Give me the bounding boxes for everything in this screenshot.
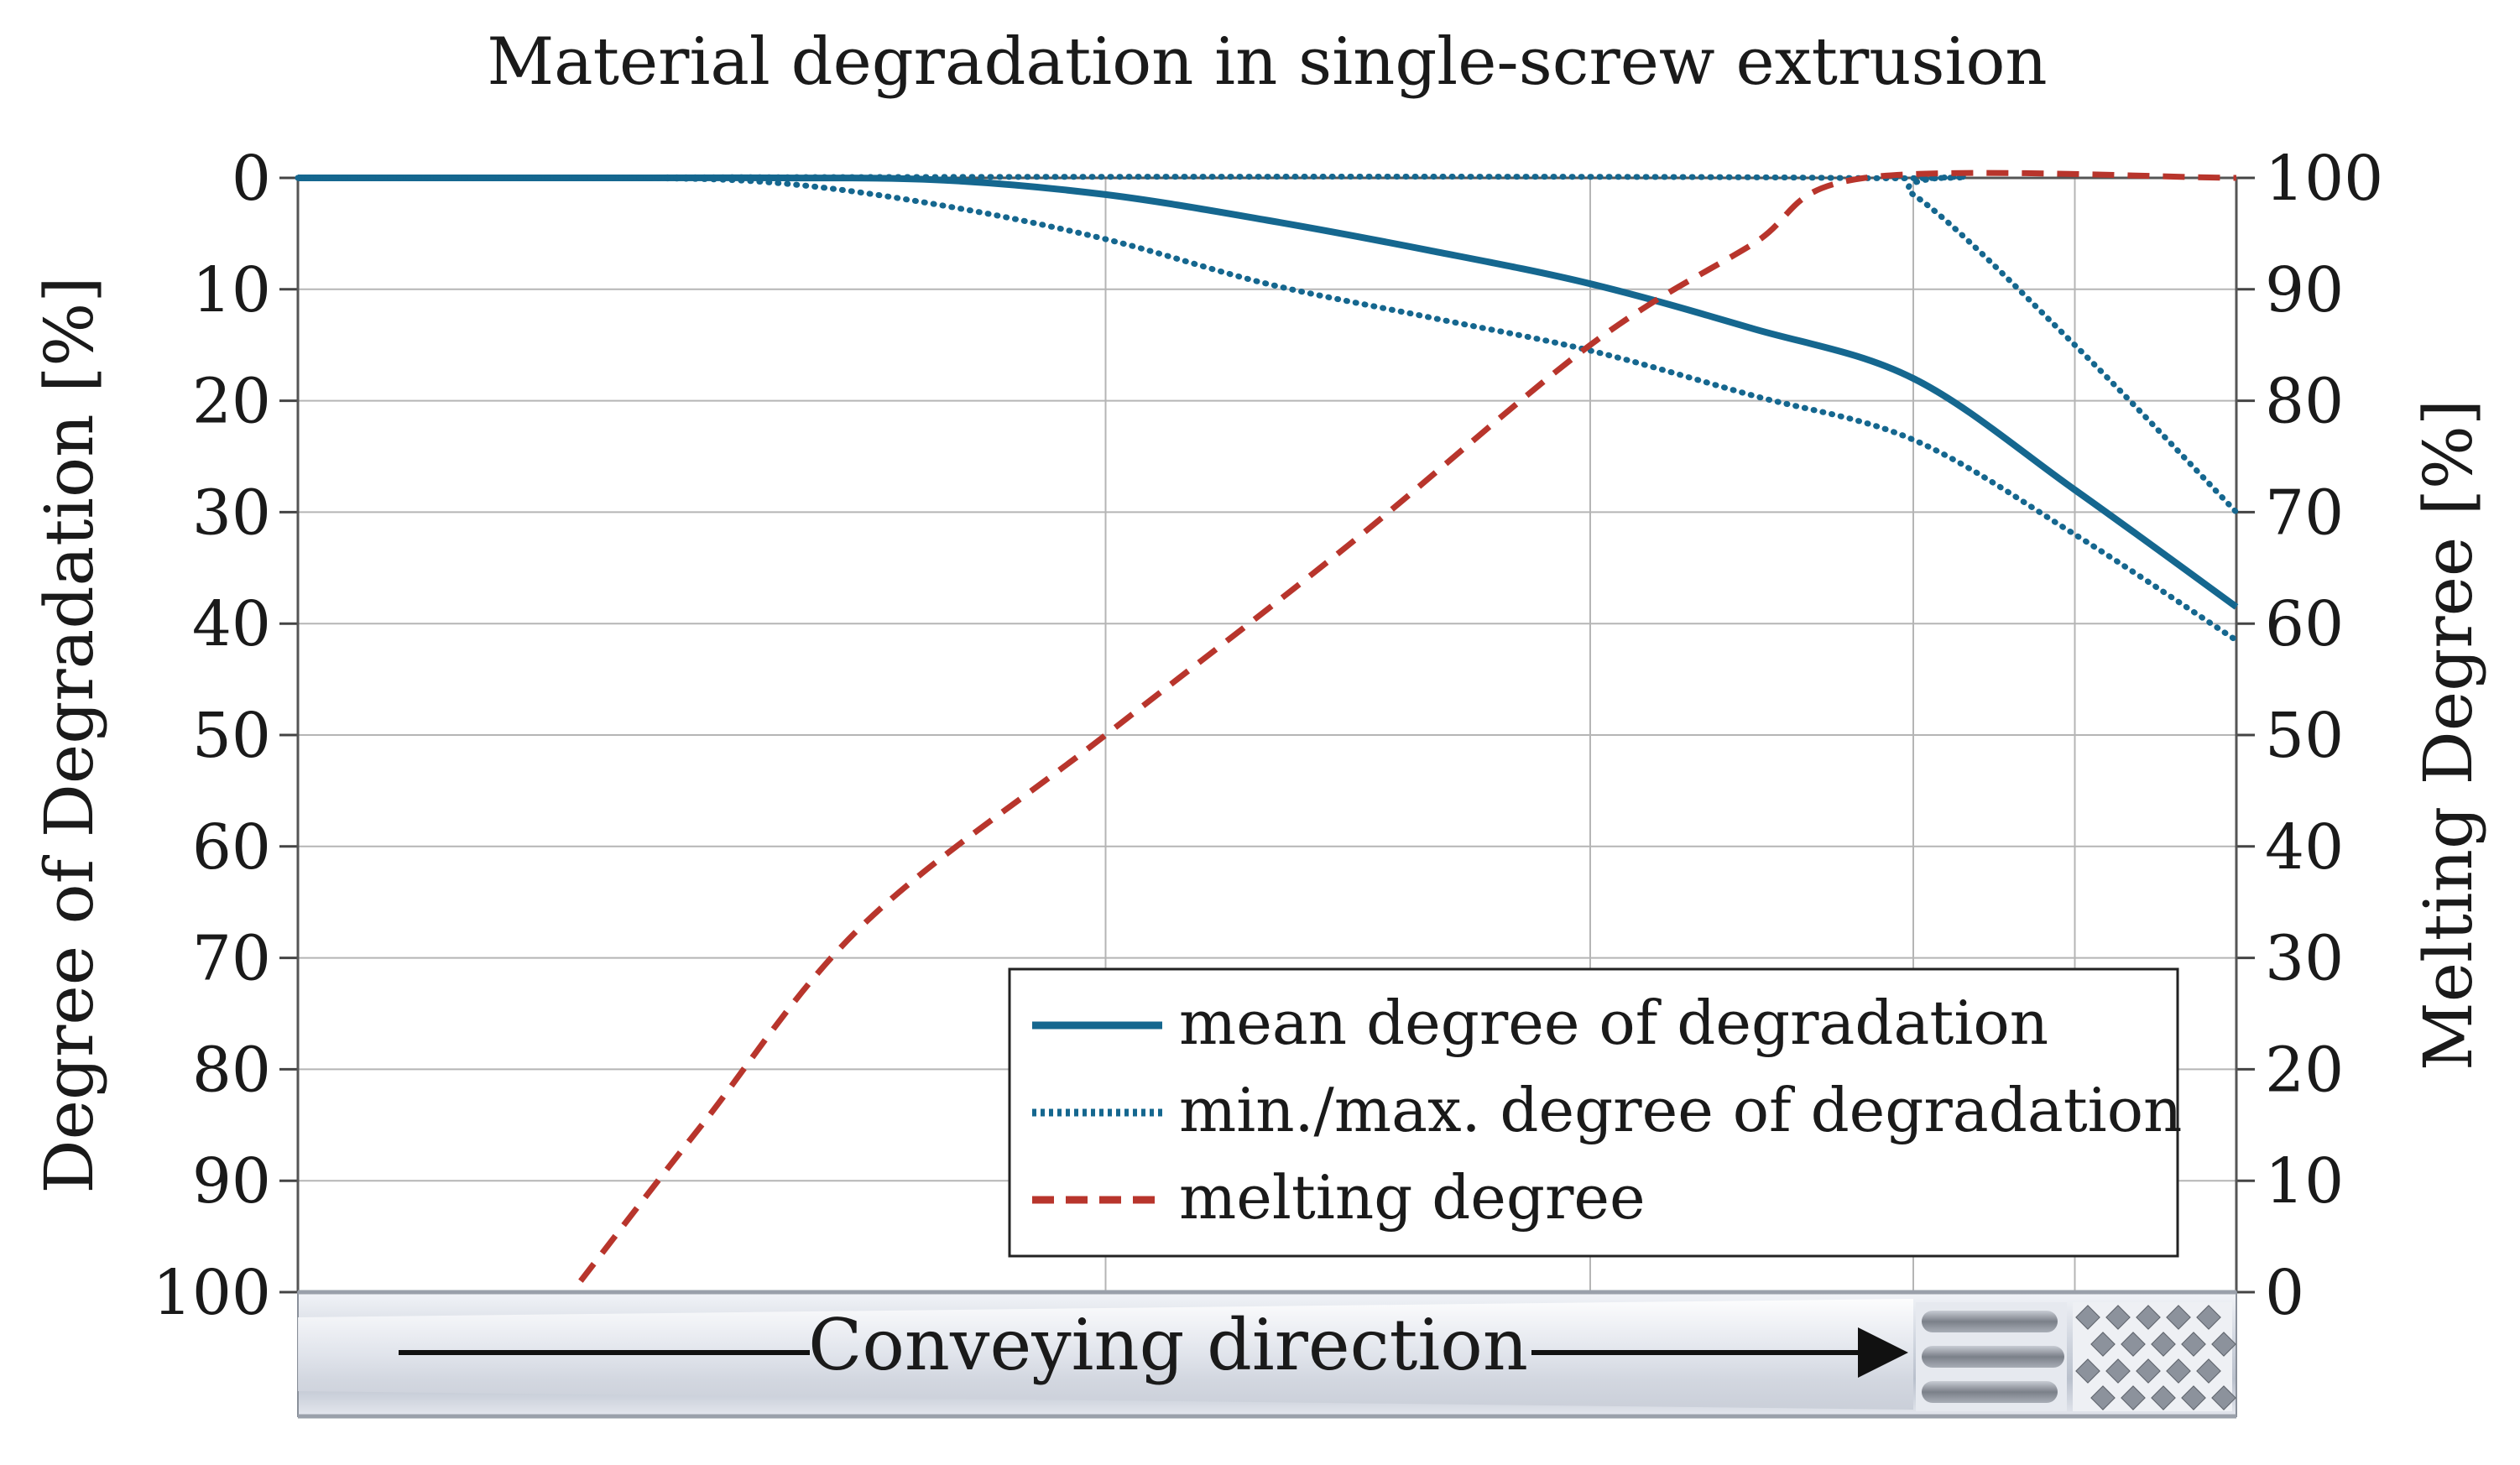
mixing-pin (2211, 1332, 2236, 1357)
mixing-pin (2090, 1332, 2116, 1357)
chart-title: Material degradation in single-screw ext… (487, 24, 2047, 100)
right-tick-label: 50 (2265, 700, 2344, 772)
left-tick-label: 40 (192, 588, 271, 660)
series-melting-line (578, 169, 2237, 1283)
legend-label-minmax: min./max. degree of degradation (1179, 1075, 2182, 1145)
left-ticks: 0 10 20 30 40 50 60 70 80 90 100 (153, 143, 298, 1329)
mixing-pin (2136, 1358, 2161, 1384)
right-tick-label: 100 (2265, 143, 2383, 215)
series-mean-line (298, 174, 2239, 610)
left-tick-label: 10 (192, 254, 271, 326)
legend: mean degree of degradation min./max. deg… (1008, 967, 2182, 1258)
legend-item-melting: melting degree (1032, 1162, 1646, 1233)
left-tick-label: 0 (232, 143, 271, 215)
mixing-pin (2196, 1305, 2221, 1330)
right-tick-label: 60 (2265, 588, 2344, 660)
right-tick-label: 30 (2265, 923, 2344, 995)
mixing-pin (2090, 1385, 2116, 1410)
screw-shaft (298, 1299, 1913, 1410)
right-tick-label: 10 (2265, 1145, 2344, 1217)
mixing-pin (2166, 1358, 2191, 1384)
right-tick-label: 0 (2265, 1257, 2304, 1329)
legend-label-melting: melting degree (1179, 1162, 1646, 1233)
mixing-pin (2151, 1332, 2176, 1357)
right-tick-label: 80 (2265, 366, 2344, 438)
mixing-pin (2136, 1305, 2161, 1330)
right-tick-label: 70 (2265, 477, 2344, 549)
left-tick-label: 80 (192, 1034, 271, 1106)
mixing-pin (2075, 1305, 2100, 1330)
mixing-pin (2121, 1385, 2146, 1410)
screw-illustration: Conveying direction (297, 1290, 2237, 1419)
series-lines (295, 169, 2240, 1283)
mixing-pin (2181, 1332, 2206, 1357)
left-tick-label: 100 (153, 1257, 271, 1329)
left-tick-label: 90 (192, 1145, 271, 1217)
mixing-pin (2166, 1305, 2191, 1330)
legend-item-mean: mean degree of degradation (1032, 988, 2048, 1058)
y-axis-left-label: Degree of Degradation [%] (30, 276, 108, 1193)
right-tick-label: 40 (2265, 811, 2344, 884)
right-tick-label: 20 (2265, 1034, 2344, 1106)
mixing-section (2073, 1302, 2236, 1411)
y-axis-right-label: Melting Degree [%] (2409, 399, 2487, 1071)
right-tick-label: 90 (2265, 254, 2344, 326)
mixing-pin (2105, 1358, 2131, 1384)
mixing-pin (2181, 1385, 2206, 1410)
mixing-pin (2151, 1385, 2176, 1410)
mixing-pin (2196, 1358, 2221, 1384)
shear-section (1916, 1302, 2067, 1411)
legend-box (1008, 967, 2179, 1258)
left-tick-label: 20 (192, 366, 271, 438)
mixing-pin (2105, 1305, 2131, 1330)
left-tick-label: 30 (192, 477, 271, 549)
series-max-line (295, 174, 2240, 515)
left-tick-label: 50 (192, 700, 271, 772)
legend-item-minmax: min./max. degree of degradation (1032, 1075, 2182, 1145)
left-tick-label: 60 (192, 811, 271, 884)
mixing-pin (2121, 1332, 2146, 1357)
legend-label-mean: mean degree of degradation (1179, 988, 2048, 1058)
left-tick-label: 70 (192, 923, 271, 995)
mixing-pin (2075, 1358, 2100, 1384)
conveying-direction-label: Conveying direction (808, 1304, 1528, 1386)
series-min-line (295, 175, 2240, 644)
mixing-pin (2211, 1385, 2236, 1410)
